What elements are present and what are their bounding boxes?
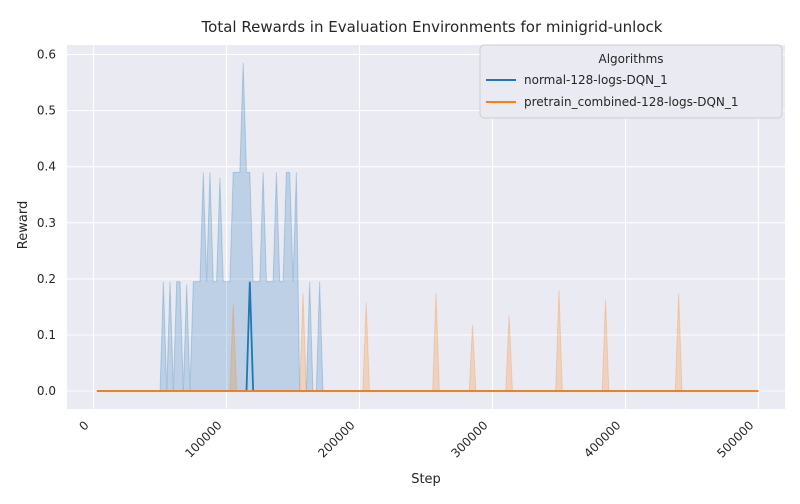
y-tick-label: 0.4: [37, 160, 56, 174]
x-axis-label: Step: [411, 472, 441, 487]
legend-label-normal: normal-128-logs-DQN_1: [524, 73, 668, 87]
y-tick-label: 0.0: [37, 384, 56, 398]
legend: Algorithms normal-128-logs-DQN_1 pretrai…: [479, 44, 783, 119]
y-tick-label: 0.2: [37, 272, 56, 286]
y-axis-label: Reward: [16, 201, 31, 249]
y-tick-label: 0.6: [37, 48, 56, 62]
series-lines: [96, 281, 759, 392]
chart-title: Total Rewards in Evaluation Environments…: [201, 18, 663, 36]
legend-box: [479, 44, 783, 119]
y-tick-label: 0.5: [37, 104, 56, 118]
legend-label-pretrain-combined: pretrain_combined-128-logs-DQN_1: [524, 95, 739, 109]
y-tick-label: 0.3: [37, 216, 56, 230]
y-tick-label: 0.1: [37, 328, 56, 342]
legend-title: Algorithms: [598, 52, 663, 66]
